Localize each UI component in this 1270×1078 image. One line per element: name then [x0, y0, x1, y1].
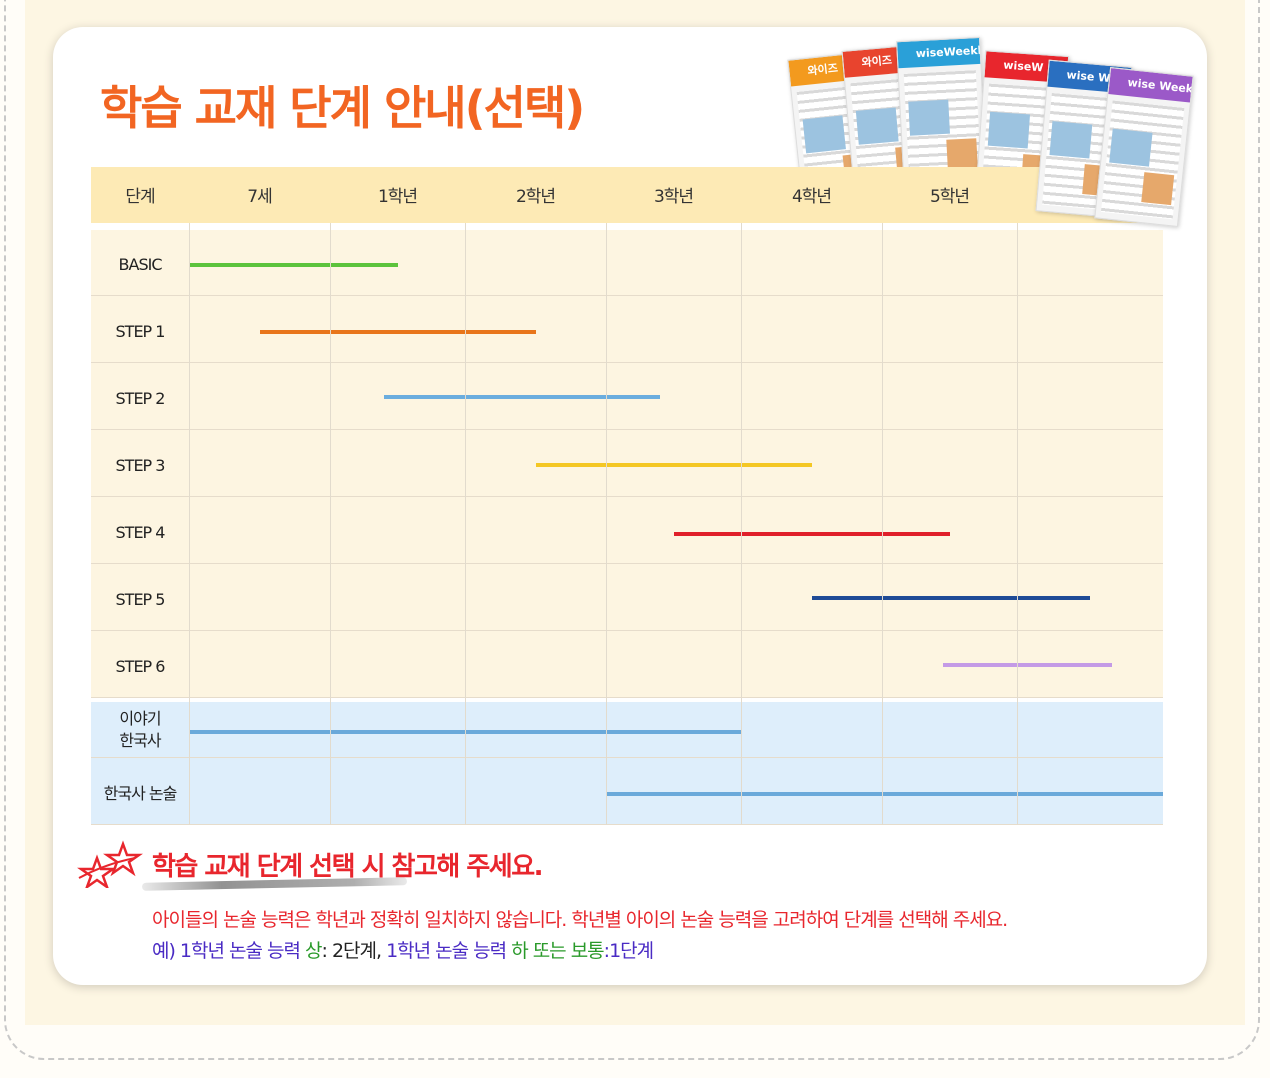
grid-line — [606, 167, 607, 825]
row-label: STEP 3 — [115, 455, 166, 475]
star-marks-icon — [77, 840, 143, 888]
range-bar — [673, 532, 950, 536]
range-bar — [606, 792, 1163, 796]
magazine-title: wise Weekly — [1108, 68, 1194, 103]
example-segment: 하 또는 보통 — [511, 940, 604, 962]
header-col-6: 5학년 — [929, 187, 970, 207]
range-bar — [384, 395, 660, 399]
row-label: STEP 4 — [115, 522, 166, 542]
header-col-3: 2학년 — [515, 187, 556, 207]
grid-line — [741, 167, 742, 825]
header-col-1: 7세 — [247, 187, 272, 207]
magazine-title: wiseWeekly — [897, 37, 988, 69]
row-label: STEP 6 — [115, 656, 166, 676]
grid-line — [465, 167, 466, 825]
chart-row: STEP 2 — [91, 363, 1163, 430]
note-description: 아이들의 논술 능력은 학년과 정확히 일치하지 않습니다. 학년별 아이의 논… — [152, 909, 1008, 931]
note-example: 예) 1학년 논술 능력 상: 2단계, 1학년 논술 능력 하 또는 보통:1… — [152, 936, 654, 963]
row-label: STEP 2 — [115, 388, 166, 408]
magazine-cover: wise Weekly — [1094, 67, 1194, 227]
chart-row: STEP 5 — [91, 564, 1163, 631]
header-col-2: 1학년 — [377, 187, 418, 207]
row-label: 한국사 논술 — [103, 783, 178, 803]
chart-row: STEP 4 — [91, 497, 1163, 564]
header-col-4: 3학년 — [653, 187, 694, 207]
chart-row: STEP 3 — [91, 430, 1163, 497]
example-segment: :1단계 — [603, 940, 654, 962]
example-segment: 예) 1학년 논술 능력 — [152, 940, 306, 962]
chart-row: 한국사 논술 — [91, 758, 1163, 825]
page-title: 학습 교재 단계 안내(선택) — [100, 81, 585, 135]
example-segment: 상 — [305, 940, 323, 962]
range-bar — [942, 663, 1112, 667]
grid-line — [330, 167, 331, 825]
chart-row: STEP 1 — [91, 296, 1163, 363]
grid-line — [189, 167, 190, 825]
range-bar — [811, 596, 1090, 600]
chart-row: 이야기 한국사 — [91, 702, 1163, 758]
row-label: STEP 1 — [115, 321, 166, 341]
example-segment: 1학년 논술 능력 — [386, 940, 512, 962]
grid-line — [1017, 167, 1018, 825]
example-segment: : 2단계, — [321, 940, 387, 962]
row-label: BASIC — [118, 255, 163, 274]
range-bar — [535, 463, 812, 467]
header-stage-label: 단계 — [125, 187, 155, 207]
chart-row: STEP 6 — [91, 631, 1163, 698]
row-label: 이야기 한국사 — [119, 709, 161, 750]
header-col-5: 4학년 — [791, 187, 832, 207]
chart-header-row: 단계 7세1학년2학년3학년4학년5학년6학년 — [91, 167, 1163, 223]
range-bar — [189, 263, 398, 267]
range-bar — [259, 330, 536, 334]
grid-line — [882, 167, 883, 825]
page-dashed-border — [4, 0, 1260, 1060]
chart-row: BASIC — [91, 230, 1163, 296]
note-title: 학습 교재 단계 선택 시 참고해 주세요. — [152, 852, 544, 882]
row-label: STEP 5 — [115, 589, 166, 609]
